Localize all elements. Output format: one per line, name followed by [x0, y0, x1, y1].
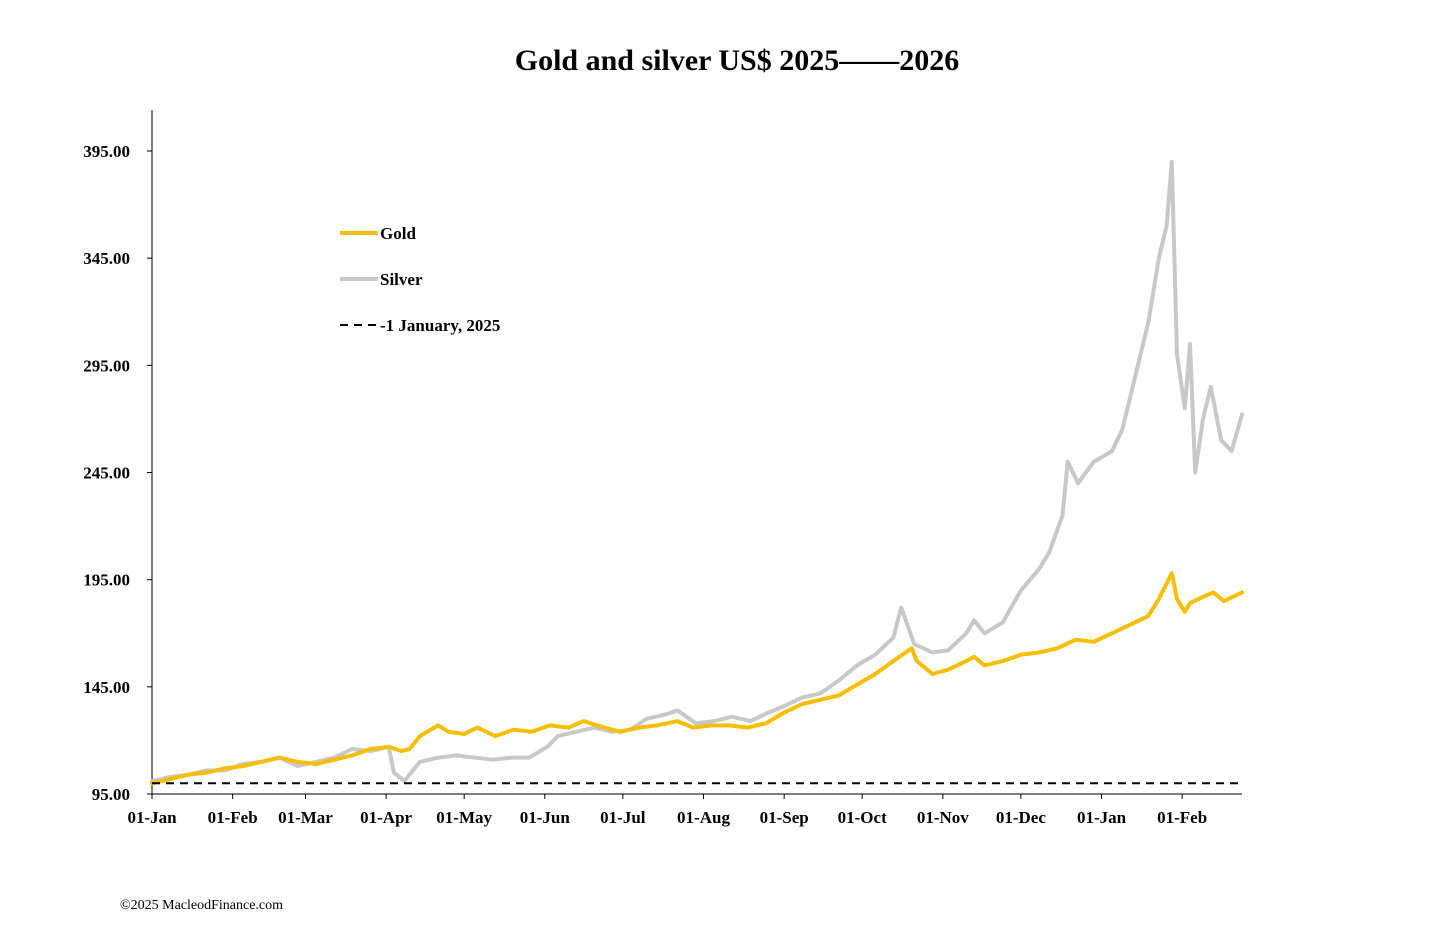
- x-tick-label: 01-Mar: [278, 808, 333, 827]
- chart-title: Gold and silver US$ 2025——2026: [514, 44, 960, 77]
- x-tick-label: 01-May: [436, 808, 492, 827]
- y-tick-label: 395.00: [83, 142, 130, 161]
- y-tick-label: 345.00: [83, 249, 130, 268]
- x-tick-label: 01-Feb: [208, 808, 258, 827]
- x-tick-label: 01-Nov: [917, 808, 969, 827]
- gold-series-line: [150, 571, 1244, 786]
- y-tick-label: 245.00: [83, 464, 130, 483]
- x-tick-label: 01-Dec: [996, 808, 1046, 827]
- x-tick-label: 01-Apr: [360, 808, 412, 827]
- legend-label: Silver: [380, 270, 423, 289]
- x-tick-label: 01-Aug: [677, 808, 730, 827]
- x-tick-label: 01-Jan: [127, 808, 177, 827]
- y-tick-label: 295.00: [83, 356, 130, 375]
- y-tick-label: 145.00: [83, 678, 130, 697]
- legend-label: -1 January, 2025: [380, 316, 500, 335]
- silver-series-line: [150, 159, 1244, 784]
- y-tick-label: 195.00: [83, 571, 130, 590]
- x-tick-label: 01-Sep: [760, 808, 809, 827]
- copyright-text: ©2025 MacleodFinance.com: [120, 898, 284, 913]
- y-tick-label: 95.00: [92, 785, 130, 804]
- x-tick-label: 01-Oct: [838, 808, 887, 827]
- x-tick-label: 01-Feb: [1157, 808, 1207, 827]
- x-tick-label: 01-Jan: [1077, 808, 1127, 827]
- x-tick-label: 01-Jun: [520, 808, 571, 827]
- legend-label: Gold: [380, 224, 416, 243]
- x-tick-label: 01-Jul: [600, 808, 646, 827]
